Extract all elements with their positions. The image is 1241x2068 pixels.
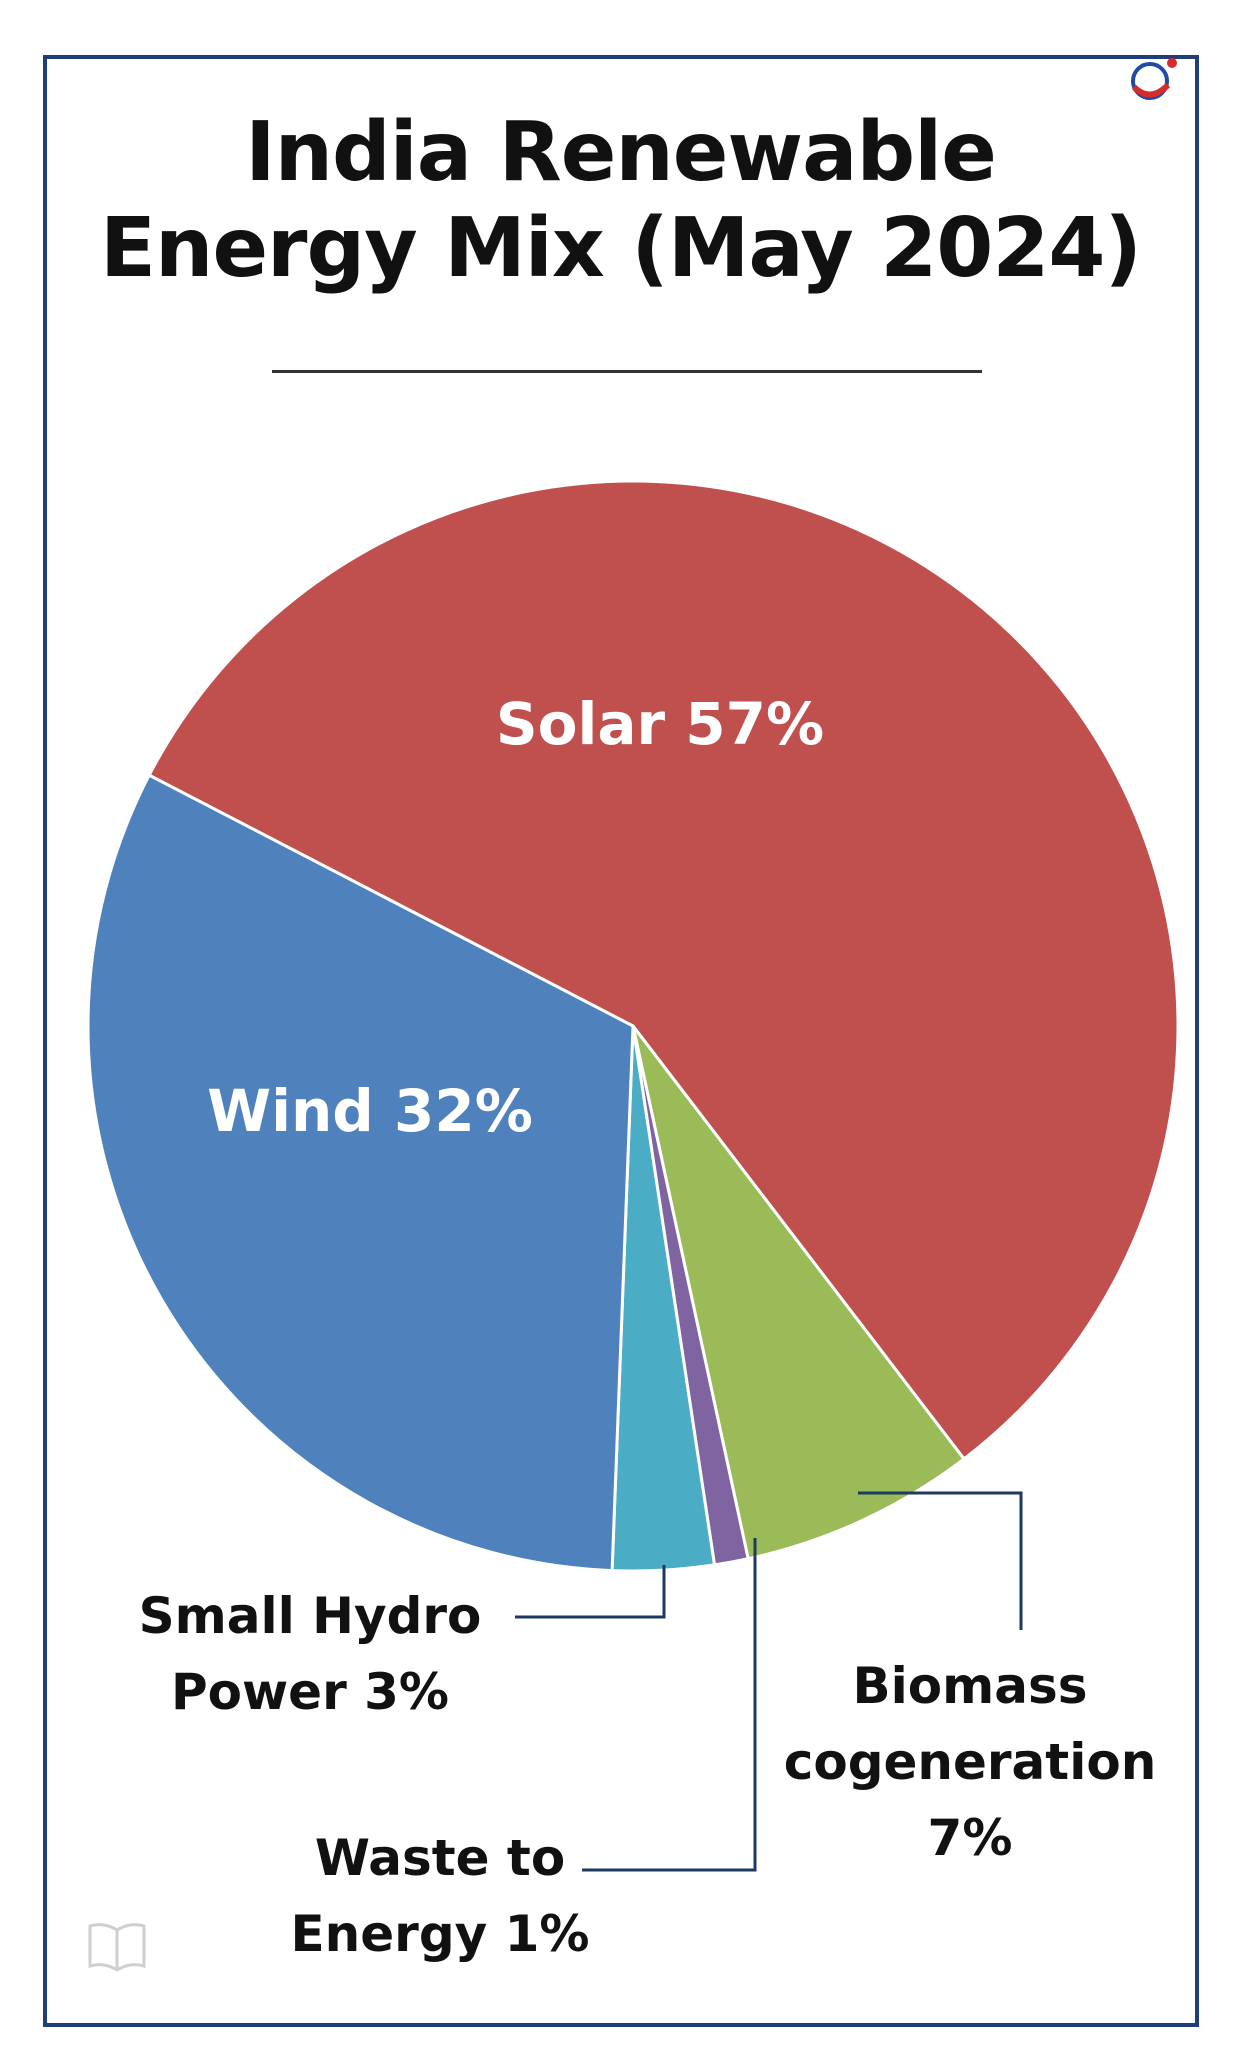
small-hydro-label: Small Hydro Power 3% bbox=[110, 1578, 510, 1730]
small-hydro-label-line-1: Small Hydro bbox=[138, 1587, 482, 1645]
pie-slice-solar bbox=[147, 479, 1180, 1462]
title-divider bbox=[272, 370, 982, 373]
waste-to-energy-label-line-2: Energy 1% bbox=[290, 1905, 590, 1963]
waste-to-energy-label-line-1: Waste to bbox=[314, 1829, 566, 1887]
brand-logo-icon bbox=[1131, 58, 1177, 100]
waste-to-energy-label: Waste to Energy 1% bbox=[240, 1820, 640, 1972]
biomass-label-line-2: cogeneration bbox=[783, 1733, 1157, 1791]
leader-line-biomass bbox=[858, 1491, 1023, 1630]
biomass-label: Biomass cogeneration 7% bbox=[770, 1648, 1170, 1876]
chart-frame bbox=[43, 55, 1199, 2027]
title-line-2: Energy Mix (May 2024) bbox=[100, 201, 1142, 296]
title-line-1: India Renewable bbox=[245, 105, 997, 200]
pie-slice-biomass-cogeneration bbox=[631, 1025, 967, 1561]
leader-line-small-hydro bbox=[515, 1565, 666, 1619]
biomass-label-line-1: Biomass bbox=[852, 1657, 1088, 1715]
chart-title: India Renewable Energy Mix (May 2024) bbox=[0, 105, 1241, 297]
solar-label: Solar 57% bbox=[495, 690, 825, 758]
leader-line-waste-to-energy bbox=[582, 1538, 757, 1872]
small-hydro-label-line-2: Power 3% bbox=[170, 1663, 450, 1721]
wind-label: Wind 32% bbox=[207, 1077, 533, 1145]
biomass-label-line-3: 7% bbox=[927, 1809, 1013, 1867]
book-icon bbox=[88, 1923, 146, 1972]
pie-slice-wind bbox=[86, 773, 635, 1573]
